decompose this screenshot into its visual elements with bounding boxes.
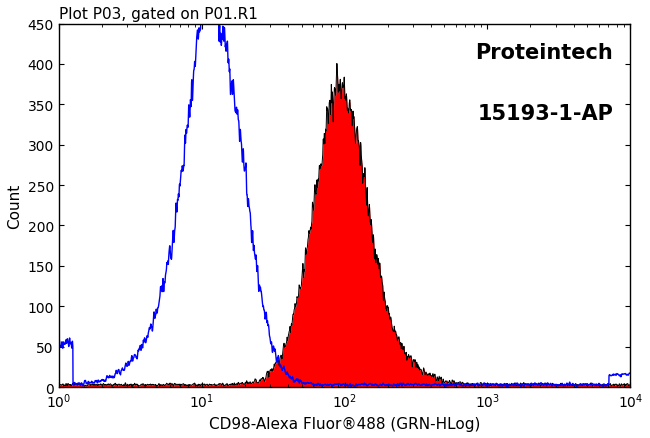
Text: Proteintech: Proteintech [476, 42, 613, 63]
Text: Plot P03, gated on P01.R1: Plot P03, gated on P01.R1 [58, 7, 257, 22]
X-axis label: CD98-Alexa Fluor®488 (GRN-HLog): CD98-Alexa Fluor®488 (GRN-HLog) [209, 416, 480, 431]
Text: 15193-1-AP: 15193-1-AP [477, 104, 613, 124]
Y-axis label: Count: Count [7, 183, 22, 228]
